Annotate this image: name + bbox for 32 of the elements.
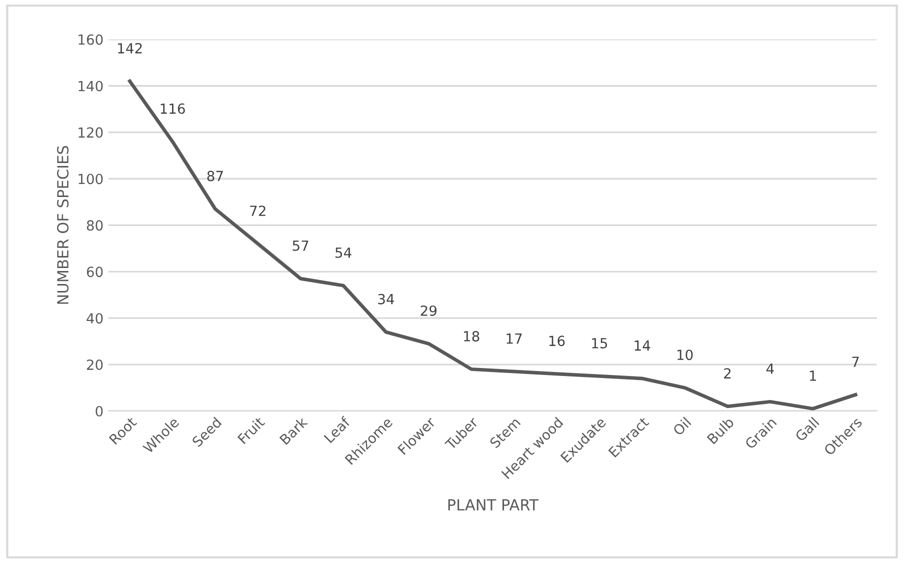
data-label: 15 [592,338,608,348]
data-label: 34 [378,294,394,304]
y-axis-title: NUMBER OF SPECIES [57,146,69,304]
data-label: 1 [810,370,816,381]
data-label: 57 [292,240,308,251]
y-tick-label: 140 [78,80,103,92]
x-tick-label: Oil [672,416,692,436]
y-tick-label: 160 [78,34,103,45]
y-tick-label: 100 [78,174,103,184]
y-tick-label: 60 [86,266,103,278]
data-label: 29 [420,305,437,316]
data-label: 18 [464,330,480,342]
y-tick-label: 120 [78,127,103,138]
x-axis-title: PLANT PART [448,499,539,510]
y-tick-label: 20 [86,360,103,370]
data-label: 17 [506,333,522,344]
data-label: 16 [549,336,565,346]
data-label: 14 [634,340,650,351]
data-label: 4 [766,364,774,374]
y-tick-label: 80 [86,220,103,231]
data-label: 2 [724,368,730,378]
data-label: 72 [250,206,266,216]
y-tick-label: 40 [86,313,103,324]
data-label: 87 [207,170,223,182]
data-label: 116 [160,103,185,114]
y-tick-label: 0 [96,406,103,416]
x-tick-label: Gall [794,416,820,442]
data-label: 10 [677,350,693,360]
data-label: 7 [852,356,859,367]
line-series [128,79,858,410]
data-label: 142 [118,43,142,54]
data-label: 54 [336,248,352,258]
